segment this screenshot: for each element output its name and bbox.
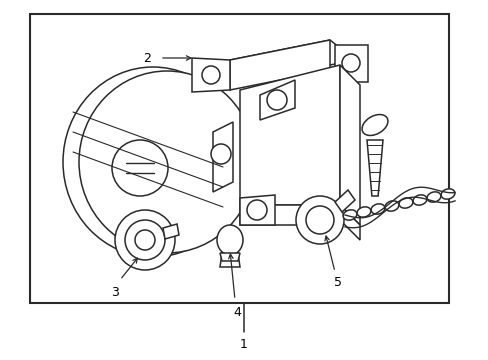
Polygon shape — [213, 122, 232, 192]
Polygon shape — [240, 195, 274, 225]
Ellipse shape — [343, 210, 356, 220]
Ellipse shape — [356, 207, 370, 217]
Ellipse shape — [440, 189, 454, 199]
Text: 1: 1 — [240, 338, 247, 351]
Circle shape — [202, 66, 220, 84]
Polygon shape — [229, 40, 354, 80]
Text: 5: 5 — [333, 276, 341, 289]
Circle shape — [125, 220, 164, 260]
Ellipse shape — [412, 195, 426, 205]
Circle shape — [112, 140, 168, 196]
Circle shape — [341, 54, 359, 72]
Text: 4: 4 — [233, 306, 241, 319]
Circle shape — [295, 196, 343, 244]
Ellipse shape — [217, 225, 243, 255]
Polygon shape — [334, 190, 354, 212]
Ellipse shape — [361, 114, 387, 135]
Polygon shape — [366, 140, 382, 196]
Polygon shape — [220, 253, 240, 261]
Text: 2: 2 — [143, 51, 151, 64]
Polygon shape — [30, 14, 448, 303]
Ellipse shape — [370, 204, 384, 214]
Ellipse shape — [426, 192, 440, 202]
Polygon shape — [240, 65, 339, 205]
Polygon shape — [334, 45, 367, 82]
Polygon shape — [220, 253, 240, 267]
Polygon shape — [192, 58, 229, 92]
Polygon shape — [339, 65, 359, 225]
Polygon shape — [229, 40, 329, 90]
Polygon shape — [240, 205, 339, 225]
Polygon shape — [163, 224, 179, 239]
Circle shape — [266, 90, 286, 110]
Circle shape — [305, 206, 333, 234]
Circle shape — [115, 210, 175, 270]
Ellipse shape — [398, 198, 412, 208]
Ellipse shape — [385, 201, 398, 211]
Ellipse shape — [79, 71, 254, 253]
Polygon shape — [339, 205, 359, 240]
Circle shape — [246, 200, 266, 220]
Polygon shape — [260, 80, 294, 120]
Ellipse shape — [63, 67, 243, 257]
Circle shape — [210, 144, 230, 164]
Circle shape — [135, 230, 155, 250]
Text: 3: 3 — [111, 285, 119, 298]
